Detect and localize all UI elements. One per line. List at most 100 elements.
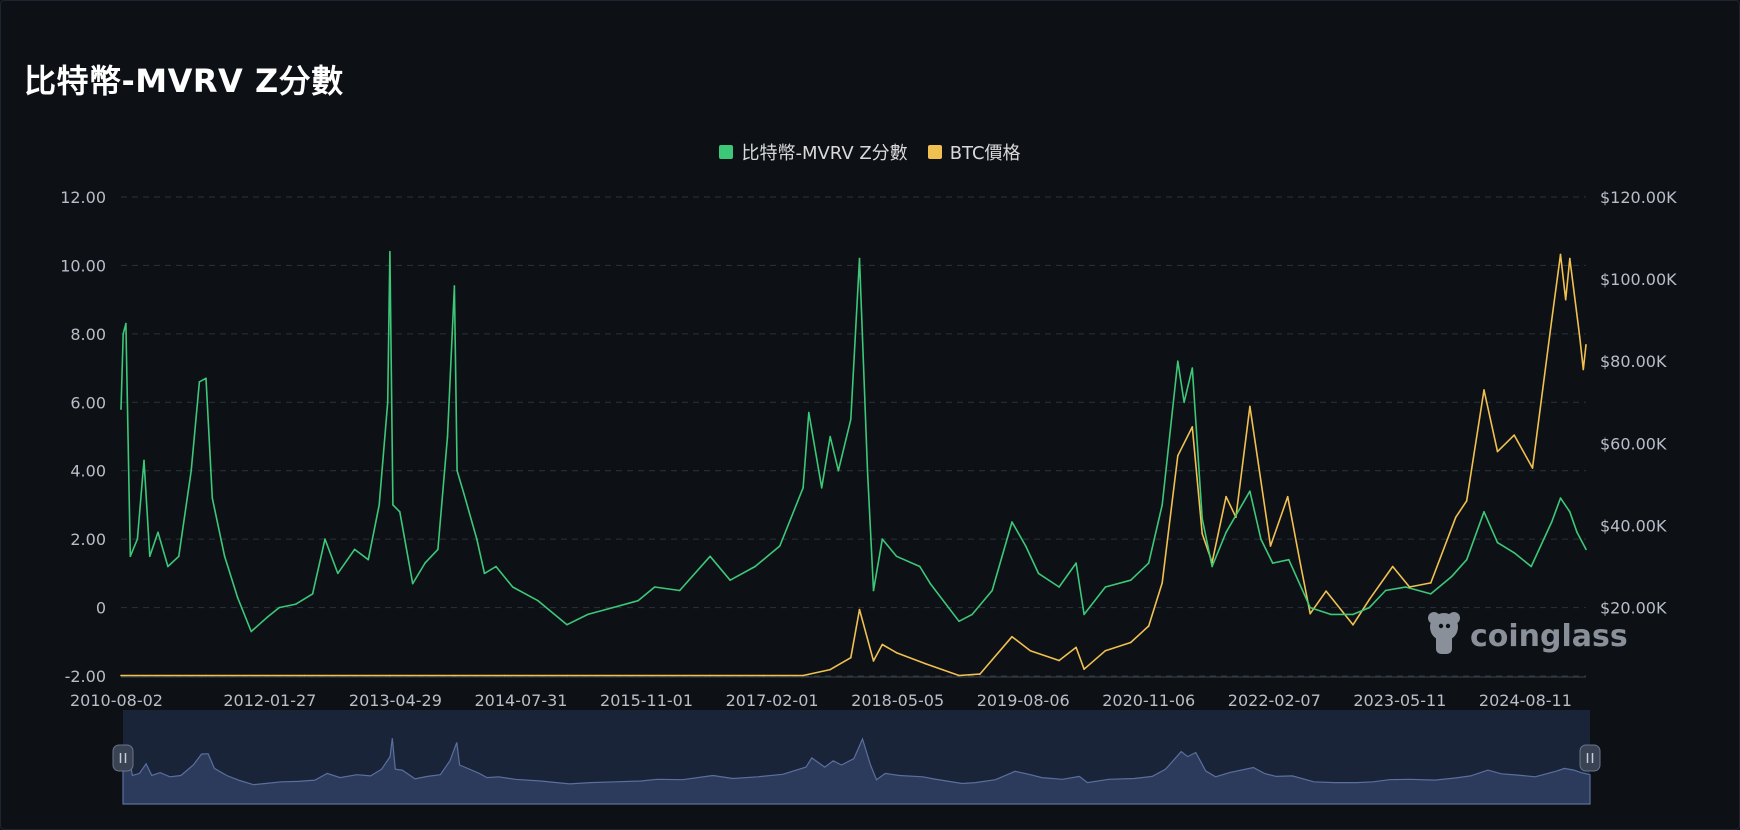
price-point — [1058, 659, 1060, 662]
right-axis-tick-label: $80.00K — [1600, 352, 1667, 371]
price-point — [881, 643, 884, 646]
zscore-point — [446, 435, 449, 438]
price-point — [1585, 344, 1587, 346]
zscore-point — [1576, 531, 1578, 534]
price-point — [1513, 434, 1515, 436]
x-axis-tick-label: 2023-05-11 — [1353, 691, 1446, 710]
zscore-point — [820, 487, 823, 489]
navigator-handle-right[interactable] — [1579, 744, 1601, 772]
price-point — [303, 674, 306, 677]
series-line-mvrv-zscore — [120, 250, 1587, 633]
x-axis-tick-label: 2012-01-27 — [223, 691, 316, 710]
handle-grip[interactable] — [1579, 744, 1601, 772]
zscore-point — [324, 538, 326, 540]
price-point — [849, 656, 852, 659]
zscore-point — [1037, 572, 1040, 575]
price-point — [1029, 649, 1032, 652]
legend-item-zscore[interactable]: 比特幣-MVRV Z分數 — [719, 139, 908, 165]
zscore-point — [958, 620, 960, 623]
price-point — [1483, 389, 1485, 391]
zscore-point — [143, 459, 145, 462]
zscore-point — [125, 322, 127, 325]
series-layer — [120, 250, 1587, 677]
price-point — [1161, 582, 1163, 584]
x-axis-ticks: 2010-08-02 2012-01-27 2013-04-29 2014-07-31… — [70, 676, 1586, 710]
left-axis-tick-label: 8.00 — [70, 325, 106, 344]
navigator-handle-left[interactable] — [112, 744, 134, 772]
price-point — [1454, 516, 1457, 519]
price-point — [1582, 368, 1585, 371]
price-point — [1235, 516, 1237, 519]
price-point — [1564, 298, 1567, 301]
zscore-point — [511, 586, 514, 588]
zscore-point — [120, 408, 122, 410]
price-point — [1496, 450, 1499, 453]
x-axis-tick-label: 2014-07-31 — [474, 691, 567, 710]
price-point — [1325, 590, 1327, 592]
price-point — [762, 674, 765, 677]
zscore-point — [265, 617, 268, 619]
price-point — [1531, 467, 1534, 469]
legend: 比特幣-MVRV Z分數 BTC價格 — [0, 139, 1740, 165]
right-axis-tick-label: $120.00K — [1600, 188, 1677, 207]
zscore-point — [849, 418, 852, 421]
zscore-point — [463, 493, 466, 496]
zscore-point — [858, 257, 861, 260]
price-point — [709, 674, 711, 677]
zscore-point — [1083, 613, 1085, 616]
zscore-point — [198, 380, 201, 383]
zscore-point — [653, 586, 656, 588]
zscore-point — [278, 606, 280, 609]
range-navigator[interactable] — [112, 710, 1601, 805]
zscore-point — [778, 545, 781, 547]
zscore-point — [1058, 586, 1060, 588]
zscore-point — [167, 565, 169, 568]
price-point — [1075, 646, 1077, 649]
zscore-point — [211, 497, 214, 499]
zscore-point — [1011, 521, 1013, 523]
zscore-point — [1483, 510, 1485, 513]
price-point — [1550, 319, 1553, 321]
price-point — [1269, 545, 1272, 547]
price-point — [120, 674, 122, 677]
price-point — [1104, 649, 1107, 652]
price-point — [1368, 598, 1371, 601]
zscore-point — [1191, 367, 1194, 369]
zscore-point — [1329, 613, 1332, 616]
zscore-point — [1309, 606, 1312, 609]
zscore-point — [386, 401, 389, 404]
legend-item-price[interactable]: BTC價格 — [927, 139, 1021, 165]
handle-grip[interactable] — [112, 744, 134, 772]
price-point — [1559, 253, 1562, 256]
zscore-point — [389, 250, 391, 253]
zscore-point — [754, 565, 756, 568]
price-point — [858, 608, 861, 611]
zscore-point — [476, 538, 478, 540]
price-point — [453, 674, 456, 677]
legend-label-price: BTC價格 — [949, 143, 1021, 164]
x-axis-tick-label: 2015-11-01 — [600, 691, 693, 710]
left-axis-tick-label: 6.00 — [70, 393, 106, 412]
left-axis-tick-label: -2.00 — [65, 667, 106, 686]
zscore-point — [1183, 401, 1185, 404]
price-point — [1191, 426, 1194, 428]
price-point — [389, 674, 391, 677]
zscore-point — [378, 504, 381, 506]
left-axis-tick-label: 4.00 — [70, 462, 106, 481]
legend-swatch-price — [927, 145, 942, 159]
zscore-point — [1161, 504, 1163, 506]
left-axis-tick-label: 0 — [96, 599, 106, 618]
price-point — [979, 673, 981, 675]
price-point — [1569, 257, 1571, 260]
zscore-point — [1585, 548, 1587, 551]
zscore-point — [353, 548, 356, 551]
zscore-point — [398, 510, 401, 513]
price-point — [1177, 454, 1179, 457]
x-axis-tick-label: 2017-02-01 — [726, 691, 819, 710]
zscore-point — [424, 562, 426, 564]
zscore-point — [637, 599, 639, 602]
x-axis-tick-label: 2013-04-29 — [349, 691, 442, 710]
zscore-point — [483, 572, 486, 575]
price-point — [205, 674, 207, 677]
zscore-point — [1465, 558, 1468, 561]
